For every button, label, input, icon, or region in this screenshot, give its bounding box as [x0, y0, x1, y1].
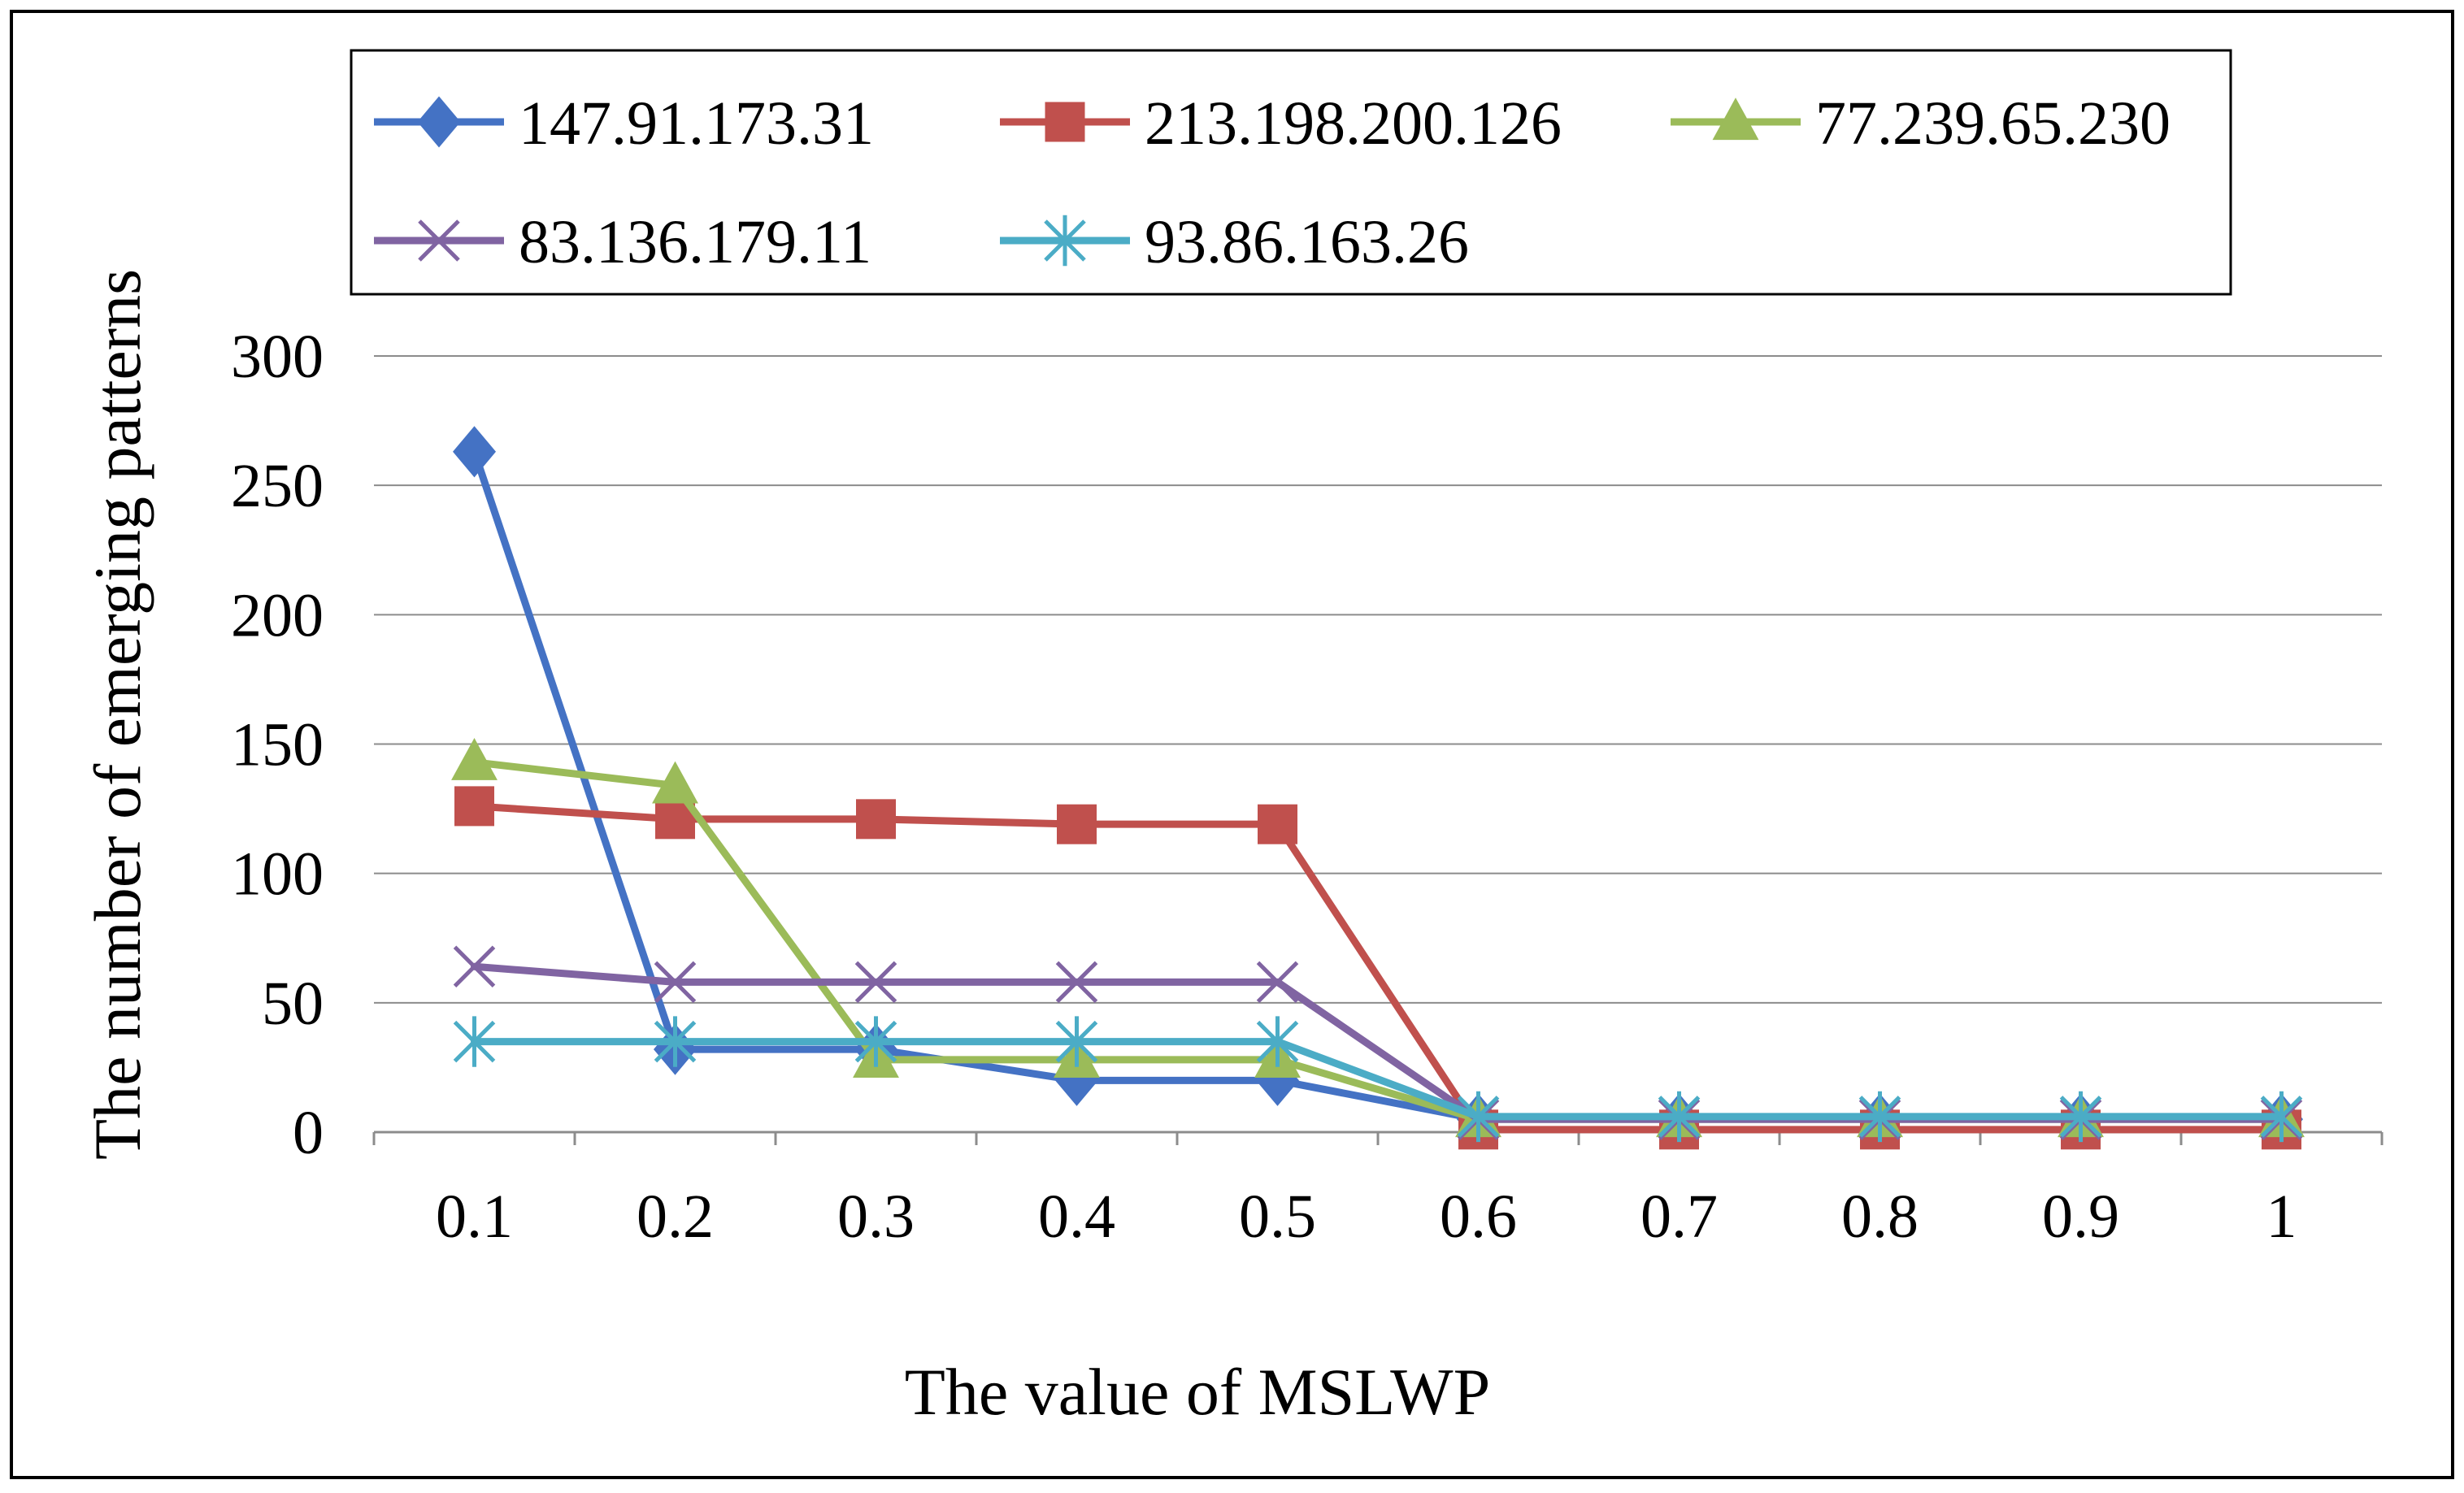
data-point [1858, 1091, 1901, 1143]
legend-marker [1045, 102, 1085, 142]
y-axis-title: The number of emerging patterns [80, 269, 154, 1160]
series-4 [453, 1016, 2303, 1143]
data-point [654, 961, 697, 1004]
data-point [654, 1016, 697, 1067]
data-point [1256, 1016, 1299, 1067]
legend-label: 93.86.163.26 [1145, 208, 1469, 276]
data-point [1256, 961, 1299, 1004]
data-point [1258, 804, 1297, 844]
legend-label: 77.239.65.230 [1815, 89, 2171, 158]
y-tick-label: 150 [231, 711, 324, 779]
data-point [1457, 1091, 1500, 1143]
data-point [451, 737, 498, 780]
y-tick-label: 300 [231, 323, 324, 391]
legend-box [350, 49, 2232, 296]
legend-label: 147.91.173.31 [519, 89, 874, 158]
x-axis-title: The value of MSLWP [905, 1355, 1490, 1429]
legend-entry: 147.91.173.31 [374, 89, 874, 158]
data-point [2059, 1091, 2102, 1143]
x-tick-label: 0.2 [637, 1183, 714, 1251]
x-tick-label: 0.6 [1440, 1183, 1517, 1251]
data-point [452, 426, 497, 478]
data-point [854, 1016, 897, 1067]
data-point [854, 961, 897, 1004]
gridlines [374, 355, 2382, 1004]
legend-marker [418, 219, 460, 262]
x-tick-label: 0.9 [2042, 1183, 2119, 1251]
x-tick-label: 0.7 [1640, 1183, 1718, 1251]
data-point [652, 761, 698, 804]
axes: 0 50 100 150 200 250 300 0.1 0.2 0.3 0.4 0.5 0.6 0.7 0… [231, 323, 2384, 1251]
data-point [453, 945, 496, 988]
x-tick-label: 1 [2266, 1183, 2297, 1251]
data-point [1055, 1016, 1098, 1067]
y-tick-label: 250 [231, 452, 324, 520]
data-point [856, 799, 896, 840]
x-tick-label: 0.1 [436, 1183, 513, 1251]
legend-marker [417, 96, 461, 148]
legend-label: 83.136.179.11 [519, 208, 871, 276]
legend-entry: 213.198.200.126 [1000, 89, 1562, 158]
legend-entry: 83.136.179.11 [374, 208, 871, 276]
legend-entry: 77.239.65.230 [1671, 89, 2171, 158]
data-point [454, 786, 494, 827]
x-tick-label: 0.4 [1038, 1183, 1115, 1251]
data-point [453, 1016, 496, 1067]
series-layer [451, 426, 2305, 1150]
x-tick-label: 0.8 [1841, 1183, 1919, 1251]
series-line [471, 1038, 2285, 1121]
y-tick-label: 100 [231, 840, 324, 909]
x-tick-label: 0.3 [837, 1183, 915, 1251]
y-tick-label: 50 [262, 970, 324, 1038]
data-point [1057, 804, 1097, 844]
y-tick-label: 200 [231, 581, 324, 649]
legend-marker [1044, 215, 1086, 267]
series-line [471, 802, 2285, 1134]
data-point [2260, 1091, 2303, 1143]
y-tick-label: 0 [293, 1099, 324, 1167]
legend-label: 213.198.200.126 [1145, 89, 1562, 158]
data-point [1055, 961, 1098, 1004]
x-tick-label: 0.5 [1239, 1183, 1316, 1251]
legend-entry: 93.86.163.26 [1000, 208, 1469, 276]
legend-marker [1712, 98, 1759, 141]
data-point [1658, 1091, 1701, 1143]
legend: 147.91.173.31 213.198.200.126 77.239.65.23… [350, 49, 2232, 296]
